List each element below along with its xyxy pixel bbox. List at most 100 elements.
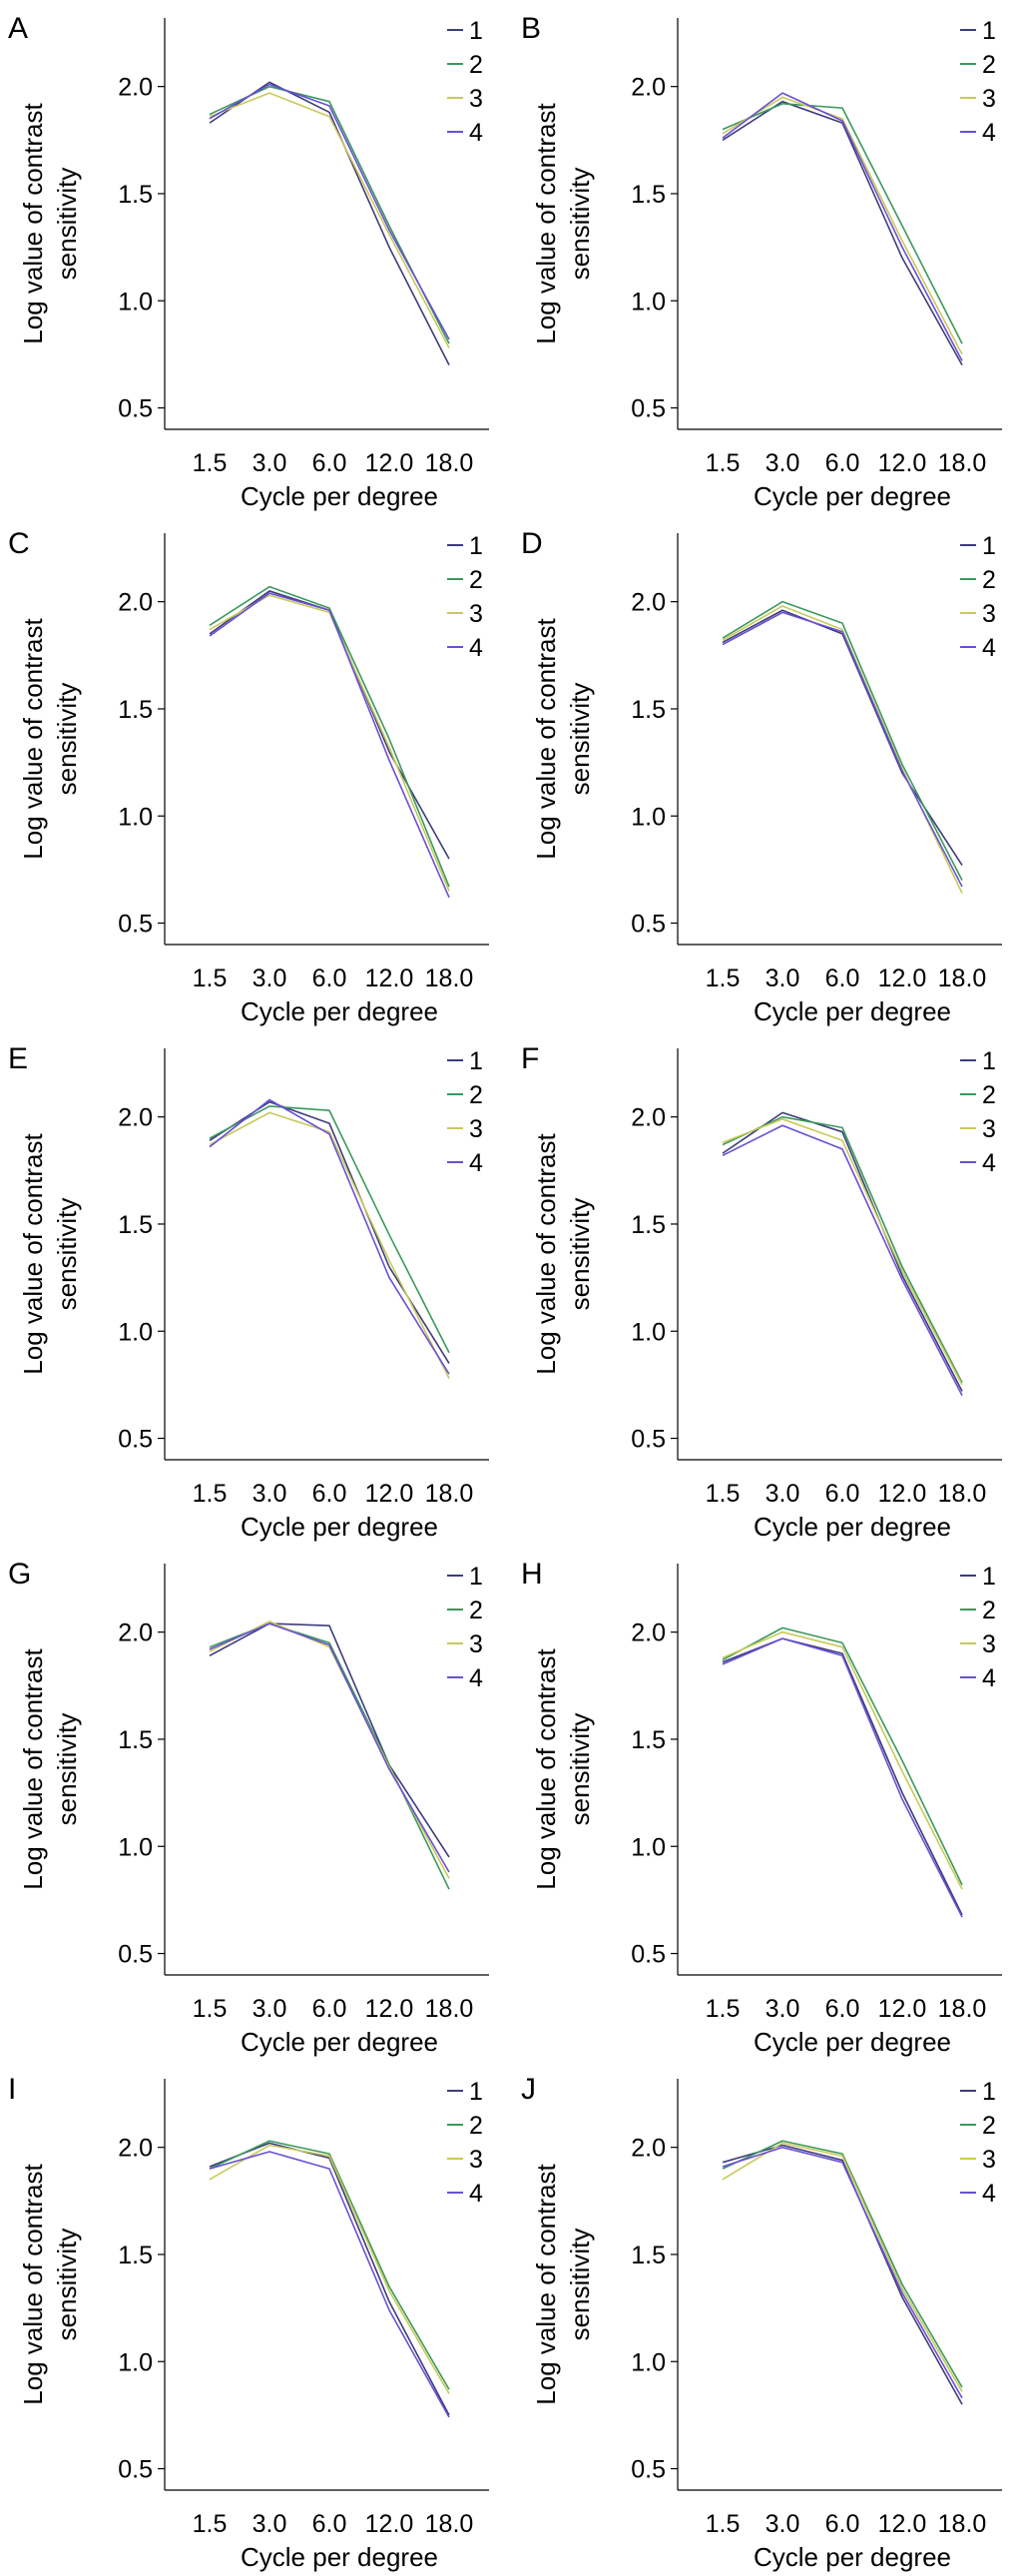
x-tick-label: 6.0 (312, 2510, 347, 2538)
legend-label-2: 2 (469, 51, 483, 79)
x-tick-label: 18.0 (938, 1995, 987, 2023)
chart-panel-h: H 0.5 1.0 1.5 2.0 1.5 3.0 6.0 12.0 18.0 Cycle per … (513, 1546, 1026, 2061)
x-tick-label: 18.0 (938, 449, 987, 477)
x-tick-label: 3.0 (253, 1480, 287, 1508)
x-tick-label: 1.5 (193, 1480, 228, 1508)
x-tick-label: 6.0 (312, 965, 347, 992)
legend-label-1: 1 (469, 1563, 483, 1591)
chart-svg: E 0.5 1.0 1.5 2.0 1.5 3.0 6.0 12.0 18.0 Cycle per … (8, 1042, 489, 1542)
series-line-3 (209, 2144, 450, 2394)
y-axis-title: Log value of contrast sensitivity (531, 103, 595, 344)
legend-label-3: 3 (982, 1115, 996, 1143)
series-line-1 (209, 1100, 450, 1364)
x-axis-title: Cycle per degree (754, 996, 951, 1026)
series-line-2 (209, 585, 450, 888)
legend-label-1: 1 (982, 1563, 996, 1591)
y-axis-title: Log value of contrast sensitivity (18, 103, 82, 344)
legend-label-1: 1 (982, 2078, 996, 2106)
y-tick-label: 1.5 (118, 2242, 153, 2269)
panel-label: F (521, 1042, 539, 1075)
y-tick-label: 1.0 (118, 2348, 153, 2376)
series-line-1 (722, 1111, 963, 1392)
legend-label-4: 4 (469, 2180, 483, 2208)
chart-panel-c: C 0.5 1.0 1.5 2.0 1.5 3.0 6.0 12.0 18.0 Cycle per … (0, 515, 513, 1030)
y-axis-title: Log value of contrast sensitivity (531, 1648, 595, 1890)
y-tick-label: 0.5 (118, 395, 153, 423)
y-tick-label: 2.0 (631, 1619, 666, 1647)
series-line-3 (722, 96, 963, 355)
chart-panel-f: F 0.5 1.0 1.5 2.0 1.5 3.0 6.0 12.0 18.0 Cycle per … (513, 1030, 1026, 1546)
x-tick-label: 18.0 (425, 2510, 474, 2538)
chart-svg: B 0.5 1.0 1.5 2.0 1.5 3.0 6.0 12.0 18.0 Cycle per … (521, 12, 1002, 511)
x-tick-label: 12.0 (878, 1995, 927, 2023)
series-line-2 (722, 600, 963, 881)
y-tick-label: 2.0 (118, 1104, 153, 1132)
series-line-1 (722, 100, 963, 366)
chart-svg: J 0.5 1.0 1.5 2.0 1.5 3.0 6.0 12.0 18.0 Cycle per … (521, 2073, 1002, 2572)
x-tick-label: 3.0 (766, 1995, 800, 2023)
legend-label-2: 2 (469, 566, 483, 594)
legend-label-1: 1 (982, 532, 996, 560)
chart-svg: D 0.5 1.0 1.5 2.0 1.5 3.0 6.0 12.0 18.0 Cycle per … (521, 527, 1002, 1026)
x-tick-label: 3.0 (766, 965, 800, 992)
x-tick-label: 6.0 (825, 1995, 860, 2023)
chart-panel-j: J 0.5 1.0 1.5 2.0 1.5 3.0 6.0 12.0 18.0 Cycle per … (513, 2061, 1026, 2576)
x-tick-label: 6.0 (825, 449, 860, 477)
legend-label-1: 1 (469, 17, 483, 45)
y-tick-label: 2.0 (631, 74, 666, 102)
series-line-2 (209, 1105, 450, 1354)
series-line-1 (209, 81, 450, 365)
series-line-4 (209, 592, 450, 899)
y-tick-label: 1.5 (118, 1726, 153, 1754)
series-line-3 (209, 1620, 450, 1879)
y-tick-label: 1.5 (118, 181, 153, 209)
x-tick-label: 1.5 (706, 449, 741, 477)
series-line-2 (209, 1622, 450, 1890)
y-tick-label: 1.0 (118, 803, 153, 831)
y-tick-label: 1.0 (118, 288, 153, 316)
series-line-4 (722, 1637, 963, 1918)
series-line-1 (209, 2142, 450, 2416)
y-tick-label: 1.0 (631, 1833, 666, 1861)
x-tick-label: 12.0 (365, 965, 414, 992)
legend-label-4: 4 (469, 634, 483, 662)
legend-label-1: 1 (982, 1047, 996, 1075)
series-line-2 (722, 103, 963, 344)
legend-label-3: 3 (982, 85, 996, 113)
x-tick-label: 6.0 (312, 449, 347, 477)
series-line-2 (209, 85, 450, 344)
x-tick-label: 1.5 (193, 2510, 228, 2538)
panel-label: I (8, 2073, 16, 2106)
x-tick-label: 12.0 (365, 449, 414, 477)
x-tick-label: 18.0 (425, 965, 474, 992)
legend-label-2: 2 (982, 51, 996, 79)
y-tick-label: 0.5 (118, 911, 153, 939)
x-tick-label: 12.0 (365, 1480, 414, 1508)
x-tick-label: 1.5 (706, 1480, 741, 1508)
x-tick-label: 6.0 (825, 2510, 860, 2538)
x-tick-label: 12.0 (365, 1995, 414, 2023)
legend-label-4: 4 (469, 119, 483, 147)
x-axis-title: Cycle per degree (754, 1512, 951, 1542)
series-line-3 (209, 1111, 450, 1379)
legend-label-3: 3 (469, 2146, 483, 2174)
y-tick-label: 1.0 (631, 803, 666, 831)
legend-label-3: 3 (982, 600, 996, 628)
legend-label-3: 3 (982, 1630, 996, 1658)
series-line-4 (209, 83, 450, 340)
series-line-4 (722, 611, 963, 888)
y-tick-label: 1.5 (631, 1726, 666, 1754)
legend-label-4: 4 (982, 1149, 996, 1177)
y-tick-label: 0.5 (631, 2456, 666, 2484)
series-line-4 (209, 1622, 450, 1873)
x-tick-label: 18.0 (938, 2510, 987, 2538)
panel-label: J (521, 2073, 536, 2106)
x-tick-label: 18.0 (938, 1480, 987, 1508)
x-tick-label: 3.0 (766, 1480, 800, 1508)
x-tick-label: 1.5 (193, 965, 228, 992)
chart-panel-g: G 0.5 1.0 1.5 2.0 1.5 3.0 6.0 12.0 18.0 Cycle per … (0, 1546, 513, 2061)
x-tick-label: 3.0 (253, 2510, 287, 2538)
x-tick-label: 12.0 (878, 2510, 927, 2538)
series-line-2 (722, 1115, 963, 1384)
chart-svg: C 0.5 1.0 1.5 2.0 1.5 3.0 6.0 12.0 18.0 Cycle per … (8, 527, 489, 1026)
